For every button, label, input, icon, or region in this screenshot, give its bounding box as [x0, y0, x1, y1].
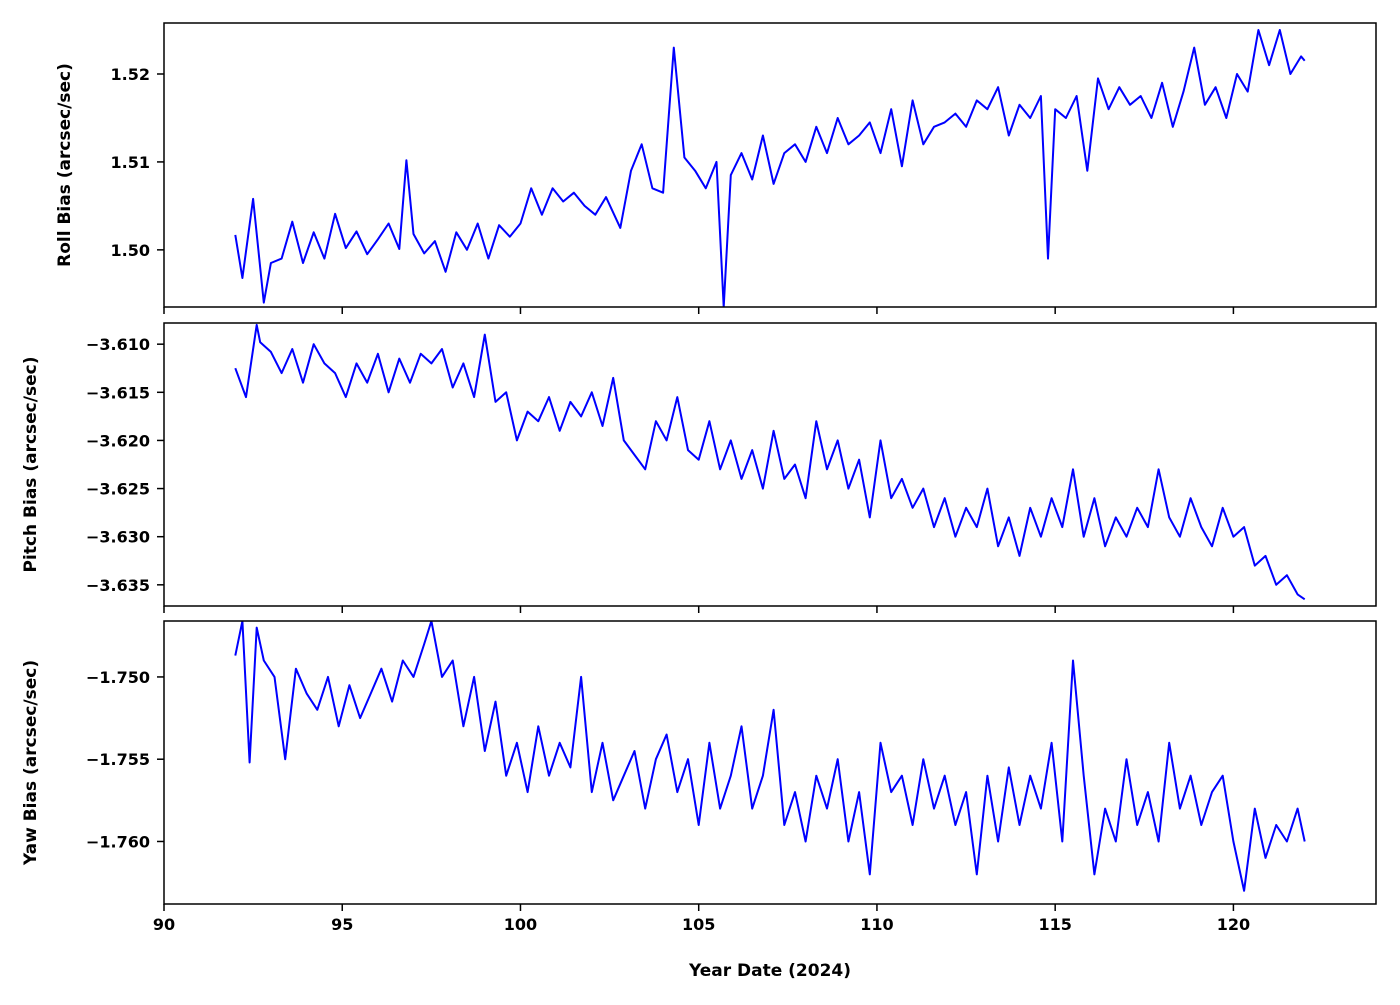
- pitch-y-axis-label: Pitch Bias (arcsec/sec): [21, 357, 41, 573]
- pitch-y-tick-label: −3.615: [86, 383, 150, 402]
- yaw-y-tick-label: −1.760: [86, 832, 150, 851]
- pitch-series-line-0: [234, 323, 1306, 601]
- yaw-plot-frame: [163, 620, 1377, 905]
- x-axis-label: Year Date (2024): [688, 961, 851, 981]
- pitch-y-tick-label: −3.625: [86, 480, 150, 499]
- roll-series-line-0: [234, 29, 1306, 307]
- pitch-y-tick-label: −3.610: [86, 335, 150, 354]
- roll-panel: 1.50 1.51 1.52 Roll Bias (arcsec/sec): [55, 22, 1377, 314]
- pitch-y-tick-label: −3.630: [86, 528, 150, 547]
- x-tick-label: 110: [860, 915, 893, 934]
- x-tick-label: 95: [331, 915, 353, 934]
- yaw-y-tick-label: −1.755: [86, 750, 150, 769]
- x-tick-label: 100: [504, 915, 537, 934]
- pitch-plot-frame: [163, 322, 1377, 607]
- pitch-y-tick-label: −3.620: [86, 431, 150, 450]
- yaw-panel: −1.750 −1.755 −1.760 90 95 100 105 110 115 120 Yaw…: [21, 620, 1377, 934]
- x-tick-label: 90: [153, 915, 175, 934]
- roll-y-tick-label: 1.52: [111, 65, 150, 84]
- roll-y-tick-label: 1.50: [111, 241, 150, 260]
- yaw-y-axis-label: Yaw Bias (arcsec/sec): [21, 660, 41, 866]
- yaw-y-tick-label: −1.750: [86, 668, 150, 687]
- roll-y-axis-label: Roll Bias (arcsec/sec): [55, 63, 75, 267]
- roll-y-tick-label: 1.51: [111, 153, 150, 172]
- yaw-series-line-0: [234, 621, 1306, 892]
- roll-plot-frame: [163, 22, 1377, 308]
- x-tick-label: 115: [1038, 915, 1071, 934]
- x-tick-label: 120: [1217, 915, 1250, 934]
- pitch-y-tick-label: −3.635: [86, 576, 150, 595]
- x-tick-label: 105: [682, 915, 715, 934]
- pitch-panel: −3.610 −3.615 −3.620 −3.625 −3.630 −3.635 Pitc…: [21, 322, 1377, 613]
